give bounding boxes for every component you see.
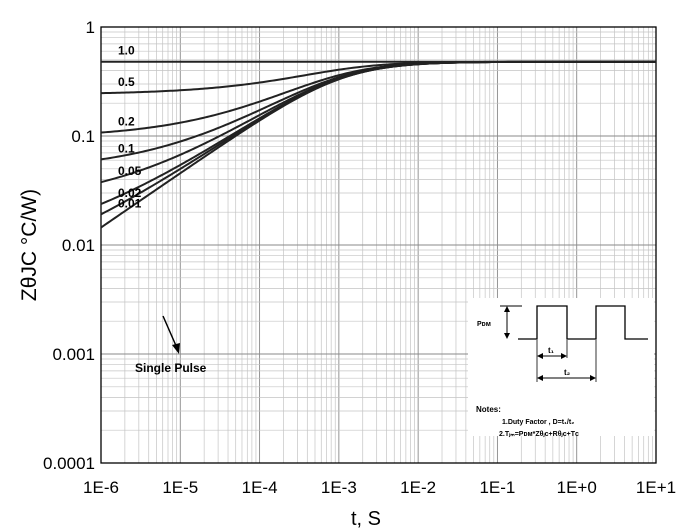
x-tick-label: 1E-6 bbox=[83, 478, 119, 497]
x-tick-label: 1E-5 bbox=[162, 478, 198, 497]
single-pulse-arrowhead bbox=[172, 343, 180, 354]
x-tick-label: 1E-2 bbox=[400, 478, 436, 497]
pdm-label: Pᴅᴍ bbox=[477, 321, 491, 328]
inset-background bbox=[468, 298, 654, 436]
x-tick-label: 1E+1 bbox=[636, 478, 676, 497]
note-1: 1.Duty Factor , D=t₁/t₂ bbox=[502, 419, 574, 426]
pdm-arrow-down bbox=[504, 333, 510, 339]
curve-label-0-2: 0.2 bbox=[118, 115, 135, 129]
curve-label-0-05: 0.05 bbox=[118, 164, 142, 178]
inset-box: Pᴅᴍ t₁ t₂ Notes: 1.Duty Factor , D=t₁/t₂… bbox=[468, 298, 654, 438]
x-axis-title: t, S bbox=[351, 508, 381, 530]
t2-arrow-right bbox=[590, 375, 596, 381]
notes-title: Notes: bbox=[476, 405, 501, 414]
grid bbox=[101, 27, 656, 463]
curve-labels: 1.0 0.5 0.2 0.1 0.05 0.020.01 bbox=[118, 44, 142, 211]
curve-label-1-0: 1.0 bbox=[118, 44, 135, 58]
y-tick-labels: 0.0001 0.001 0.01 0.1 1 bbox=[43, 18, 95, 473]
y-tick-label: 0.01 bbox=[62, 236, 95, 255]
t2-label: t₂ bbox=[564, 368, 571, 377]
y-tick-label: 1 bbox=[86, 18, 95, 37]
x-tick-label: 1E+0 bbox=[557, 478, 597, 497]
curve-label-0-02: 0.02 bbox=[118, 186, 142, 200]
y-axis-title: ZθJC °C/W) bbox=[18, 189, 41, 301]
t1-label: t₁ bbox=[548, 346, 555, 355]
y-tick-label: 0.0001 bbox=[43, 454, 95, 473]
curve-single-pulse bbox=[100, 60, 656, 229]
x-tick-labels: 1E-6 1E-5 1E-4 1E-3 1E-2 1E-1 1E+0 1E+1 bbox=[83, 478, 676, 497]
pulse-waveform bbox=[518, 305, 648, 340]
note-2: 2.Tⱼₘ=Pᴅᴍ*Zθⱼᴄ+Rθⱼᴄ+Tᴄ bbox=[499, 431, 579, 438]
single-pulse-arrow bbox=[162, 315, 178, 349]
t1-arrow-right bbox=[561, 353, 567, 359]
t1-arrow-left bbox=[537, 353, 543, 359]
single-pulse-label: Single Pulse bbox=[135, 361, 207, 375]
curve-label-0-01: 0.01 bbox=[118, 196, 142, 210]
curve-label-0-1: 0.1 bbox=[118, 141, 135, 155]
x-tick-label: 1E-4 bbox=[242, 478, 278, 497]
y-tick-label: 0.001 bbox=[52, 345, 95, 364]
x-tick-label: 1E-3 bbox=[321, 478, 357, 497]
pdm-arrow-up bbox=[504, 306, 510, 312]
curve-label-0-5: 0.5 bbox=[118, 75, 135, 89]
y-tick-label: 0.1 bbox=[71, 127, 95, 146]
curves bbox=[100, 60, 656, 229]
x-tick-label: 1E-1 bbox=[479, 478, 515, 497]
plot-frame bbox=[100, 26, 657, 464]
t2-arrow-left bbox=[537, 375, 543, 381]
